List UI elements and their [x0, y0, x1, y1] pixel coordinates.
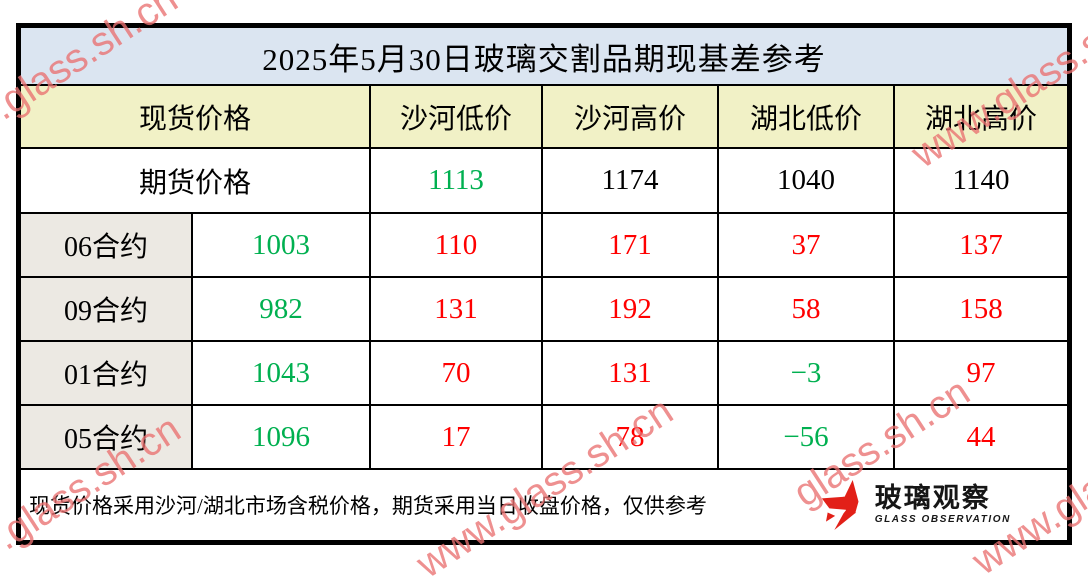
spot-price-cell: 982 [191, 276, 371, 342]
row-label-contract: 05合约 [19, 404, 193, 470]
basis-cell: 158 [893, 276, 1069, 342]
basis-cell: 192 [541, 276, 719, 342]
contract-row-06: 06合约 1003 110 171 37 137 [19, 212, 1069, 278]
basis-cell: 58 [717, 276, 895, 342]
cell-value: 1174 [601, 164, 659, 196]
futures-price-cell: 1113 [369, 147, 543, 214]
cell-value: 70 [441, 356, 471, 389]
cell-value: 1003 [252, 228, 310, 261]
cell-value: 171 [608, 228, 652, 261]
row-label-futures-price: 期货价格 [19, 147, 371, 214]
title-row: 2025年5月30日玻璃交割品期现基差参考 [19, 26, 1069, 86]
col-header-spot-price: 现货价格 [19, 84, 371, 149]
col-header-hubei-high: 湖北高价 [893, 84, 1069, 149]
glass-observation-logo: 玻璃观察 GLASS OBSERVATION [821, 480, 1011, 530]
spot-price-cell: 1003 [191, 212, 371, 278]
row-label-contract: 01合约 [19, 340, 193, 406]
cell-value: 131 [608, 356, 652, 389]
basis-cell: 110 [369, 212, 543, 278]
cell-value: 137 [959, 228, 1003, 261]
futures-price-cell: 1140 [893, 147, 1069, 214]
basis-cell: 131 [541, 340, 719, 406]
basis-cell: 131 [369, 276, 543, 342]
cell-value: 131 [434, 292, 478, 325]
cell-value: 110 [434, 228, 478, 261]
basis-cell: 44 [893, 404, 1069, 470]
cell-value: 1140 [952, 164, 1010, 196]
col-header-shahe-low: 沙河低价 [369, 84, 543, 149]
header-row: 现货价格 沙河低价 沙河高价 湖北低价 湖北高价 [19, 84, 1069, 149]
contract-row-09: 09合约 982 131 192 58 158 [19, 276, 1069, 342]
basis-cell: 70 [369, 340, 543, 406]
cell-value: 1096 [252, 420, 310, 453]
cell-value: 1113 [428, 164, 484, 196]
spot-price-cell: 1096 [191, 404, 371, 470]
cell-value: 982 [259, 292, 303, 325]
futures-price-cell: 1040 [717, 147, 895, 214]
basis-table: 2025年5月30日玻璃交割品期现基差参考 现货价格 沙河低价 沙河高价 湖北低… [16, 23, 1072, 545]
cell-value: 1040 [777, 164, 835, 196]
cell-value: 97 [966, 356, 996, 389]
col-header-shahe-high: 沙河高价 [541, 84, 719, 149]
page-title: 2025年5月30日玻璃交割品期现基差参考 [19, 26, 1069, 86]
cell-value: 192 [608, 292, 652, 325]
row-label-contract: 06合约 [19, 212, 193, 278]
cell-value: 1043 [252, 356, 310, 389]
logo-title-en: GLASS OBSERVATION [874, 514, 1011, 525]
row-label-contract: 09合约 [19, 276, 193, 342]
basis-cell: 78 [541, 404, 719, 470]
logo-title-cn: 玻璃观察 [874, 483, 991, 513]
cell-value: −3 [790, 356, 822, 389]
basis-cell: 37 [717, 212, 895, 278]
futures-price-row: 期货价格 1113 1174 1040 1140 [19, 147, 1069, 214]
footer-note: 现货价格采用沙河/湖北市场含税价格，期货采用当日收盘价格，仅供参考 [29, 494, 707, 518]
footer-row: 现货价格采用沙河/湖北市场含税价格，期货采用当日收盘价格，仅供参考 玻璃观察 [19, 468, 1069, 542]
cell-value: −56 [783, 420, 829, 453]
logo-star-icon [821, 480, 859, 530]
basis-cell: −56 [717, 404, 895, 470]
cell-value: 37 [791, 228, 821, 261]
basis-cell: 171 [541, 212, 719, 278]
cell-value: 158 [959, 292, 1003, 325]
contract-row-05: 05合约 1096 17 78 −56 44 [19, 404, 1069, 470]
cell-value: 78 [615, 420, 645, 453]
basis-cell: −3 [717, 340, 895, 406]
basis-cell: 17 [369, 404, 543, 470]
basis-cell: 97 [893, 340, 1069, 406]
futures-price-cell: 1174 [541, 147, 719, 214]
cell-value: 44 [966, 420, 996, 453]
col-header-hubei-low: 湖北低价 [717, 84, 895, 149]
basis-cell: 137 [893, 212, 1069, 278]
contract-row-01: 01合约 1043 70 131 −3 97 [19, 340, 1069, 406]
spot-price-cell: 1043 [191, 340, 371, 406]
cell-value: 58 [791, 292, 821, 325]
cell-value: 17 [441, 420, 471, 453]
